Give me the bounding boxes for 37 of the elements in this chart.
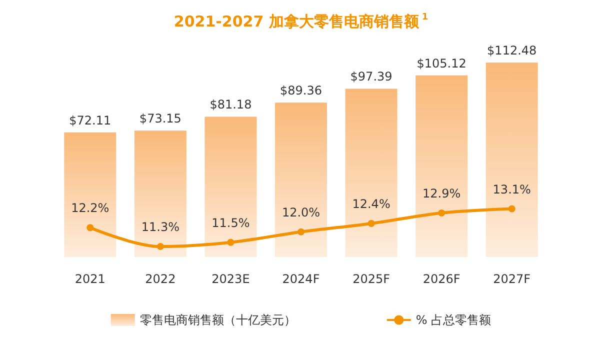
data-label: 12.0%: [282, 205, 320, 220]
data-label: $89.36: [280, 84, 322, 98]
x-tick-label: 2026F: [422, 272, 460, 286]
data-label: $112.48: [487, 44, 537, 58]
bar: [345, 88, 398, 257]
point: [156, 243, 164, 250]
bar: [486, 62, 538, 257]
point: [508, 205, 516, 212]
data-label: 12.9%: [422, 186, 461, 200]
legend-label: % 占总零售额: [416, 313, 492, 327]
x-tick-label: 2021: [74, 272, 106, 286]
x-tick-label: 2022: [145, 272, 176, 286]
x-tick-label: 2027F: [493, 272, 531, 286]
data-label: $73.15: [139, 112, 182, 126]
bar: [416, 75, 468, 257]
bar: [64, 132, 116, 257]
data-label: $81.18: [210, 98, 252, 112]
data-label: 11.5%: [212, 216, 250, 230]
data-label: 12.2%: [71, 201, 110, 216]
x-tick-label: 2023E: [212, 272, 250, 286]
bar: [204, 116, 257, 257]
data-label: $97.39: [350, 70, 392, 84]
data-label: 13.1%: [492, 182, 531, 196]
bar: [274, 102, 328, 257]
legend-label: 零售电商销售额（十亿美元）: [140, 313, 296, 327]
point: [298, 228, 304, 236]
bar: [134, 130, 186, 257]
x-tick-label: 2025F: [352, 272, 390, 286]
data-label: 11.3%: [141, 220, 180, 234]
data-label: $72.11: [69, 113, 112, 128]
data-label: $105.12: [416, 56, 466, 70]
data-label: 12.4%: [352, 196, 390, 211]
x-tick-label: 2024F: [282, 272, 320, 286]
point: [86, 224, 94, 232]
point: [368, 220, 375, 227]
point: [438, 209, 446, 216]
point: [227, 238, 234, 246]
